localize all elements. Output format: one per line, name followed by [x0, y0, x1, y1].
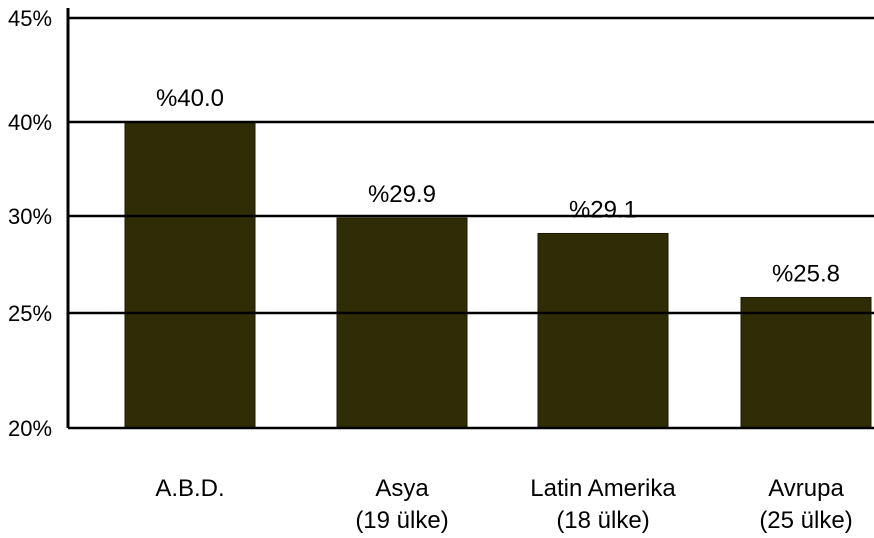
category-sublabel: (18 ülke) — [556, 507, 649, 534]
y-tick-label: 40% — [8, 110, 52, 135]
data-label: %29.1 — [569, 196, 637, 223]
category-sublabel: (25 ülke) — [759, 507, 852, 534]
category-label: Latin Amerika — [530, 475, 676, 502]
bar-2 — [336, 217, 468, 429]
data-labels: %40.0 %29.9 %29.1 %25.8 — [156, 85, 840, 287]
category-labels: A.B.D. Asya (19 ülke) Latin Amerika (18 ülke… — [155, 475, 852, 534]
bars — [124, 121, 872, 429]
y-tick-label: 20% — [8, 416, 52, 441]
data-label: %29.9 — [368, 181, 436, 208]
category-label: Asya — [375, 475, 429, 502]
category-label: Avrupa — [768, 475, 844, 502]
y-tick-labels: 20% 25% 30% 40% 45% — [8, 6, 52, 441]
category-label: A.B.D. — [155, 475, 224, 502]
bar-4 — [740, 296, 872, 429]
y-tick-label: 25% — [8, 301, 52, 326]
data-label: %25.8 — [772, 260, 840, 287]
bar-1 — [124, 121, 256, 429]
gridlines — [68, 16, 874, 430]
y-tick-label: 30% — [8, 204, 52, 229]
category-sublabel: (19 ülke) — [355, 507, 448, 534]
bar-3 — [537, 232, 669, 429]
data-label: %40.0 — [156, 85, 224, 112]
y-tick-label: 45% — [8, 6, 52, 31]
